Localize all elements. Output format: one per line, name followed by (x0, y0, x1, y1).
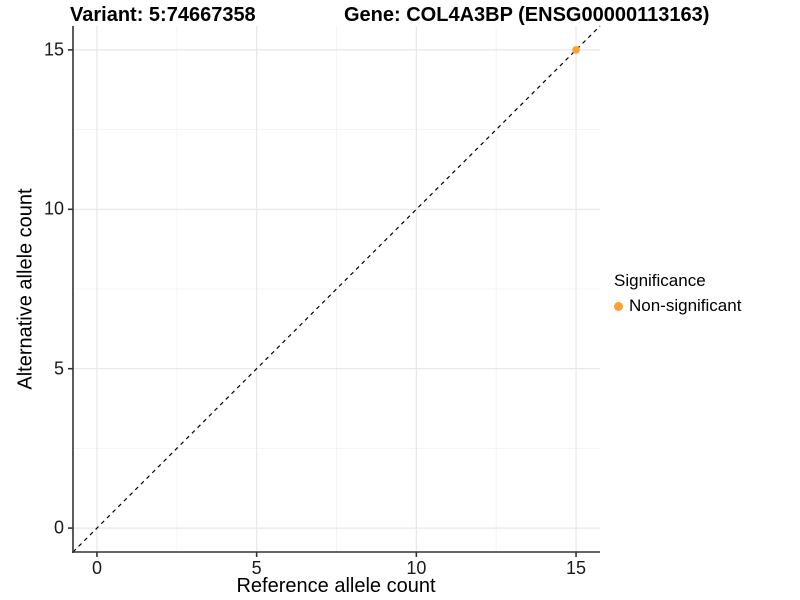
plot-title-variant: Variant: 5:74667358 (70, 4, 256, 26)
legend: Significance Non-significant (614, 271, 741, 316)
legend-item-non-significant: Non-significant (614, 296, 741, 316)
y-axis-title: Alternative allele count (14, 188, 37, 390)
legend-item-label: Non-significant (629, 296, 742, 315)
plot-title-gene: Gene: COL4A3BP (ENSG00000113163) (344, 4, 710, 26)
legend-title: Significance (614, 271, 706, 290)
x-tick-label: 10 (406, 558, 427, 578)
legend-point-icon (614, 301, 623, 311)
y-tick-label: 0 (53, 517, 64, 538)
x-tick-label: 15 (566, 558, 587, 578)
x-axis-title: Reference allele count (236, 575, 436, 597)
x-tick-label: 0 (91, 558, 102, 578)
x-tick-label: 5 (251, 558, 262, 578)
data-point (572, 46, 580, 54)
y-tick-label: 10 (43, 198, 64, 219)
y-tick-label: 5 (53, 358, 64, 379)
y-tick-label: 15 (43, 39, 64, 60)
